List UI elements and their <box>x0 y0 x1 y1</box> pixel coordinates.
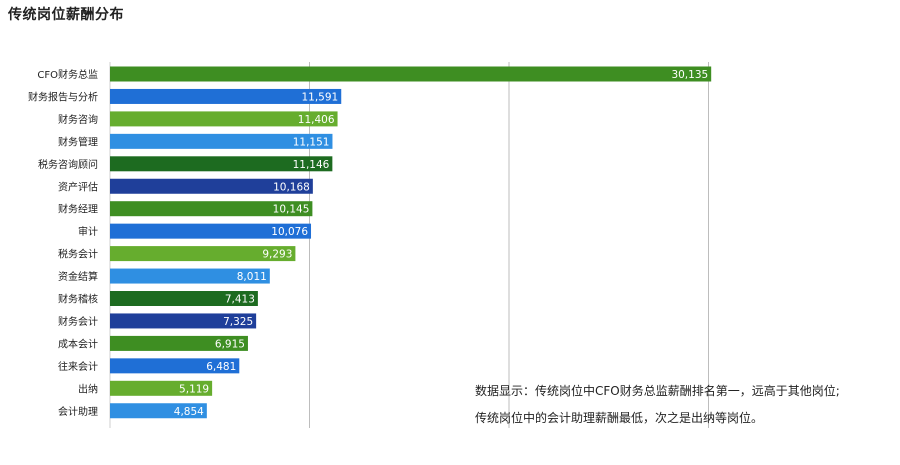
value-label: 5,119 <box>179 383 209 395</box>
bar <box>110 246 296 262</box>
category-label: 财务管理 <box>58 135 98 148</box>
bars <box>110 66 712 419</box>
bar <box>110 358 240 374</box>
chart-title: 传统岗位薪酬分布 <box>8 7 124 23</box>
category-label: 往来会计 <box>58 360 98 373</box>
value-label: 4,854 <box>174 406 204 418</box>
value-label: 9,293 <box>262 249 292 261</box>
category-label: 税务咨询顾问 <box>38 158 98 171</box>
category-label: 财务报告与分析 <box>28 90 98 103</box>
chart-annotation: 数据显示：传统岗位中CFO财务总监薪酬排名第一，远高于其他岗位; 传统岗位中的会… <box>475 378 895 432</box>
category-label: 税务会计 <box>58 248 98 261</box>
category-label: 财务咨询 <box>58 113 98 126</box>
value-label: 6,915 <box>215 338 245 350</box>
value-label: 10,076 <box>271 226 308 238</box>
value-label: 11,146 <box>293 159 330 171</box>
bar <box>110 178 313 194</box>
category-label: 财务稽核 <box>58 293 98 306</box>
bar <box>110 291 258 306</box>
bar <box>110 335 248 351</box>
bar <box>110 403 207 419</box>
category-label: CFO财务总监 <box>37 68 98 81</box>
category-label: 资金结算 <box>58 270 98 283</box>
value-label: 11,151 <box>293 136 330 148</box>
category-label: 审计 <box>78 225 98 238</box>
category-label: 财务会计 <box>58 315 98 328</box>
bar <box>110 156 333 172</box>
value-label: 6,481 <box>206 361 236 373</box>
category-label: 资产评估 <box>58 180 98 193</box>
bar <box>110 111 338 127</box>
category-label: 会计助理 <box>58 405 98 418</box>
value-label: 7,325 <box>223 316 253 328</box>
category-labels: CFO财务总监财务报告与分析财务咨询财务管理税务咨询顾问资产评估财务经理审计税务… <box>28 68 98 418</box>
value-label: 10,168 <box>273 181 310 193</box>
bar <box>110 201 313 217</box>
value-label: 7,413 <box>225 294 255 306</box>
bar <box>110 313 257 329</box>
value-label: 11,591 <box>301 91 338 103</box>
value-label: 11,406 <box>298 114 335 126</box>
category-label: 成本会计 <box>58 337 98 350</box>
category-label: 出纳 <box>78 382 98 395</box>
bar <box>110 88 342 104</box>
bar <box>110 66 712 82</box>
annotation-line-2: 传统岗位中的会计助理薪酬最低，次之是出纳等岗位。 <box>475 411 764 425</box>
annotation-line-1: 数据显示：传统岗位中CFO财务总监薪酬排名第一，远高于其他岗位; <box>475 384 840 398</box>
bar <box>110 380 213 396</box>
value-label: 30,135 <box>671 69 708 81</box>
bar <box>110 133 333 149</box>
value-label: 10,145 <box>273 204 310 216</box>
category-label: 财务经理 <box>58 203 98 216</box>
bar <box>110 223 312 239</box>
value-labels: 30,135 11,591 11,406 11,151 11,146 10,168 10,1… <box>174 69 708 418</box>
value-label: 8,011 <box>237 271 267 283</box>
bar <box>110 268 270 284</box>
